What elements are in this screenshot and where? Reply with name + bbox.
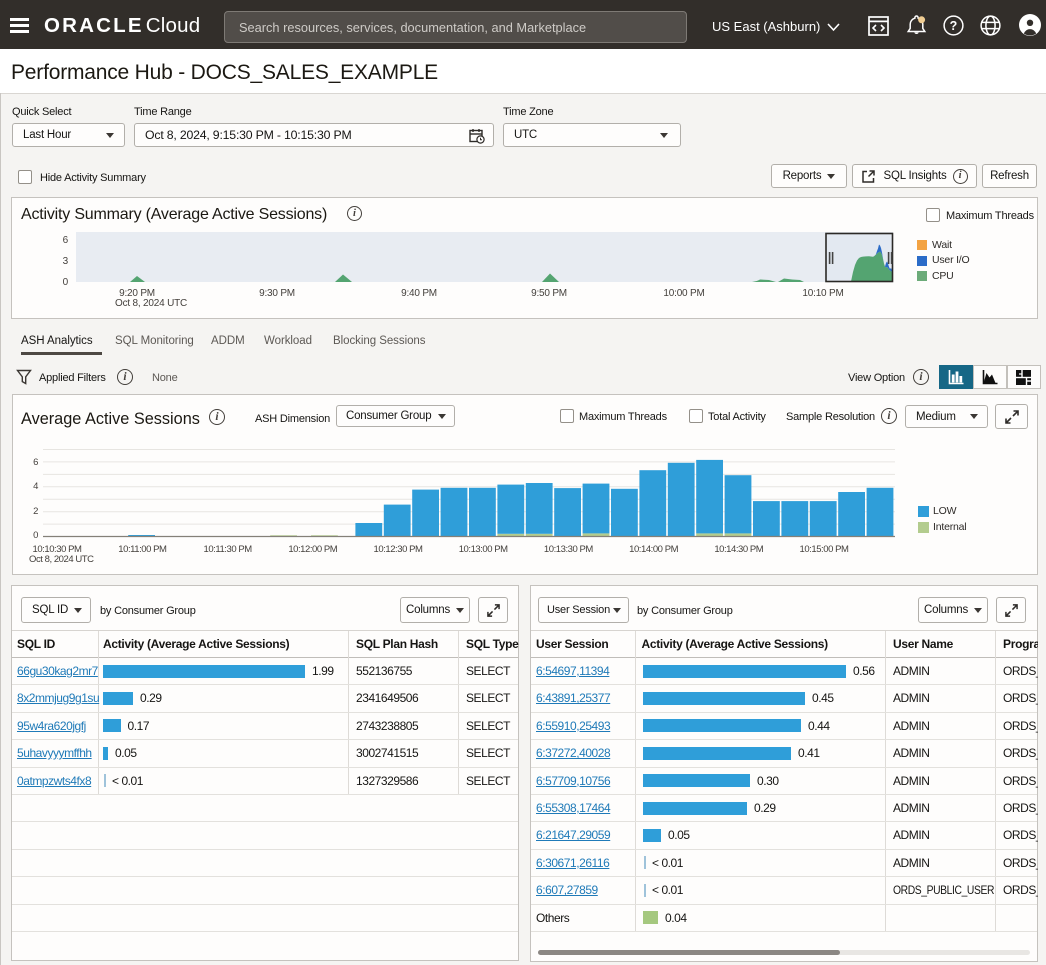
svg-text:?: ? (950, 19, 958, 33)
